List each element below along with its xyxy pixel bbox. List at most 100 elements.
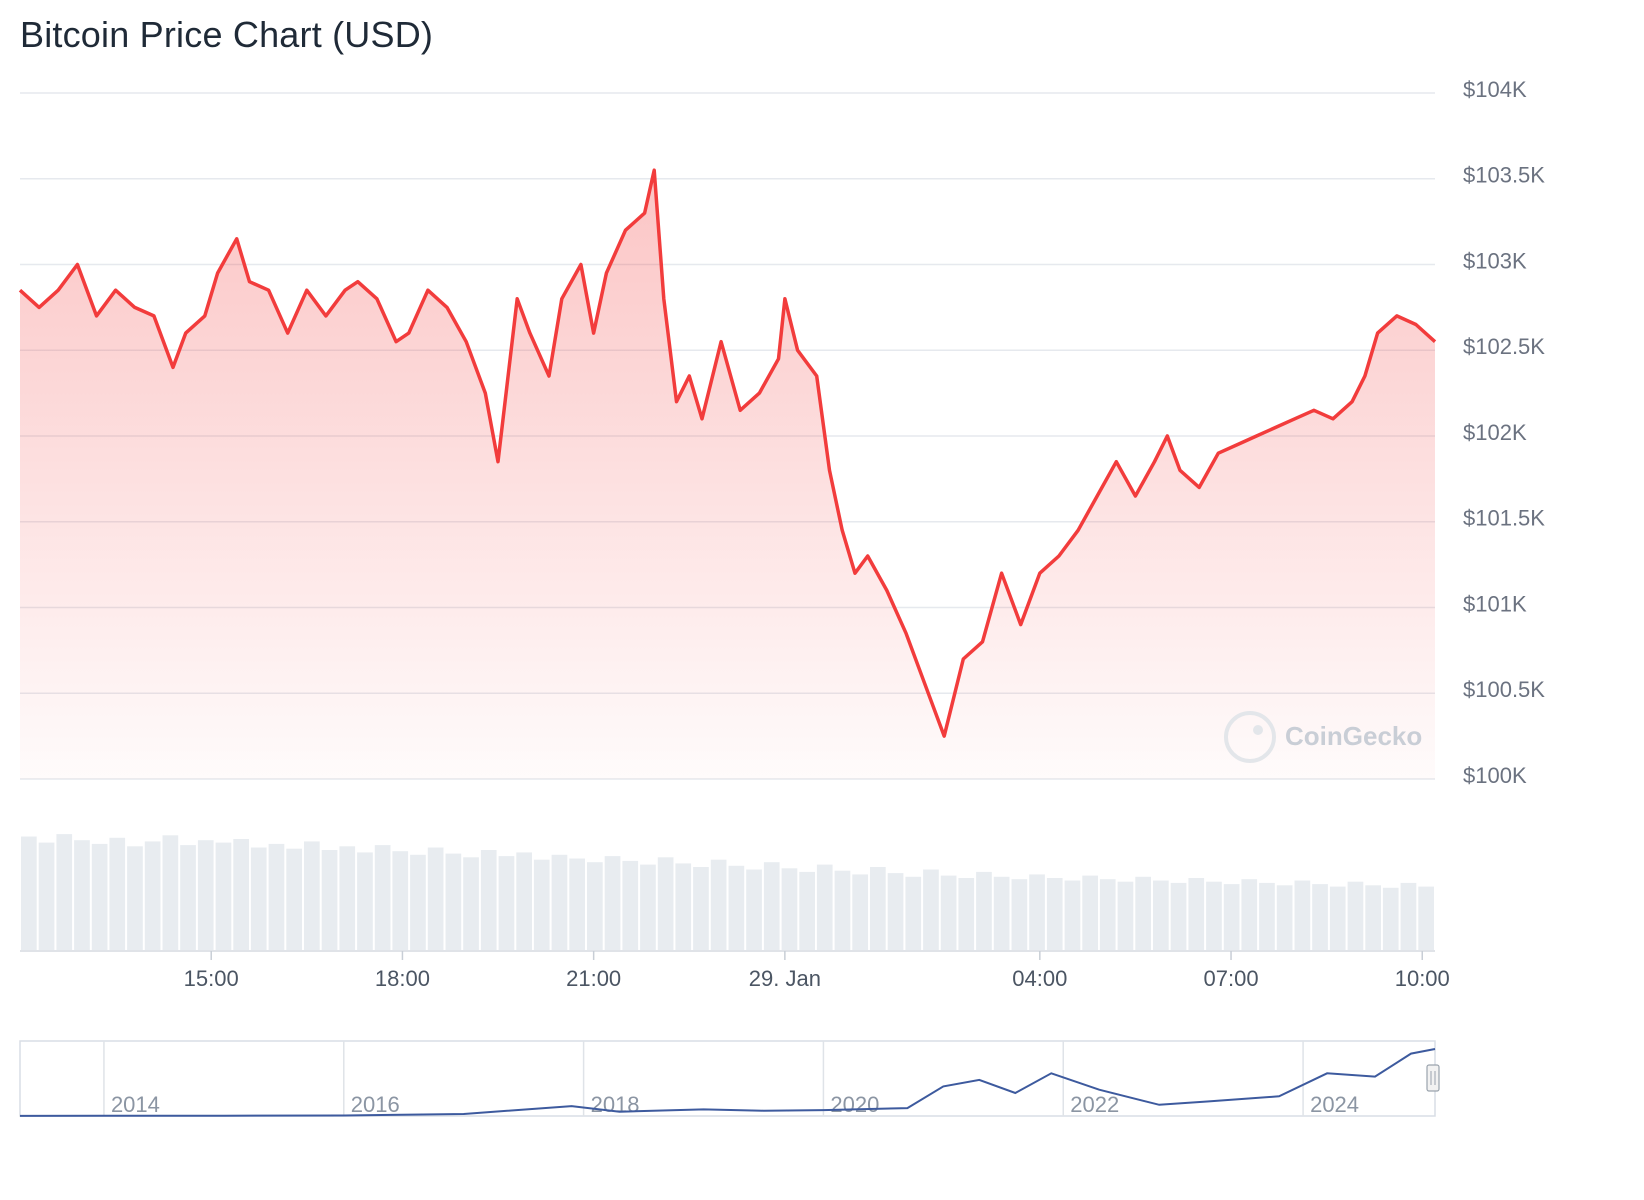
- y-tick-label: $101.5K: [1463, 506, 1545, 531]
- navigator-year-label: 2018: [591, 1092, 640, 1117]
- volume-bar: [763, 862, 780, 950]
- gecko-logo-icon: [1224, 711, 1276, 763]
- volume-bar: [286, 848, 302, 950]
- volume-bar: [657, 857, 674, 950]
- navigator-year-label: 2016: [351, 1092, 400, 1117]
- volume-bar: [1241, 879, 1258, 950]
- navigator-handle[interactable]: [1426, 1064, 1440, 1092]
- volume-bar: [74, 840, 90, 950]
- y-tick-label: $100K: [1463, 763, 1527, 788]
- volume-bar: [1046, 878, 1063, 950]
- navigator-year-label: 2014: [111, 1092, 160, 1117]
- y-tick-label: $103.5K: [1463, 163, 1545, 188]
- volume-bar: [357, 852, 373, 950]
- volume-bar: [781, 868, 798, 950]
- volume-bar: [463, 857, 479, 950]
- volume-bar: [197, 840, 214, 950]
- volume-bar: [38, 842, 55, 950]
- volume-bar: [392, 851, 409, 950]
- volume-bar: [675, 863, 692, 950]
- volume-bar: [746, 869, 762, 950]
- volume-bar: [321, 850, 338, 950]
- volume-bar: [127, 846, 143, 950]
- y-tick-label: $102K: [1463, 420, 1527, 445]
- volume-bar: [498, 856, 515, 950]
- watermark-text: CoinGecko: [1285, 721, 1422, 751]
- price-area-fill: [20, 170, 1435, 779]
- volume-bar: [1153, 880, 1169, 950]
- navigator-year-label: 2020: [830, 1092, 879, 1117]
- y-tick-label: $100.5K: [1463, 677, 1545, 702]
- x-tick-label: 29. Jan: [749, 966, 821, 991]
- volume-bar: [587, 862, 603, 950]
- volume-bar: [1259, 882, 1275, 950]
- volume-bar: [91, 843, 108, 950]
- volume-bar: [870, 867, 886, 950]
- volume-bar: [109, 837, 126, 950]
- volume-bar: [162, 835, 179, 950]
- x-tick-label: 15:00: [184, 966, 239, 991]
- x-tick-label: 18:00: [375, 966, 430, 991]
- price-line[interactable]: [18, 168, 1437, 738]
- volume-bar: [1099, 879, 1116, 950]
- volume-bar: [1365, 885, 1381, 950]
- volume-bar: [1329, 886, 1346, 950]
- volume-bar: [533, 859, 550, 950]
- volume-bar: [1082, 875, 1098, 950]
- chart-title: Bitcoin Price Chart (USD): [20, 14, 434, 55]
- volume-bar: [144, 841, 161, 950]
- x-tick-label: 07:00: [1204, 966, 1259, 991]
- volume-bar: [21, 836, 37, 950]
- volume-bar: [410, 854, 426, 950]
- volume-bar: [250, 847, 267, 950]
- volume-bar: [551, 854, 568, 950]
- volume-bar: [480, 850, 497, 950]
- volume-bar: [940, 875, 957, 950]
- x-tick-label: 10:00: [1395, 966, 1450, 991]
- volume-bar: [622, 860, 639, 950]
- volume-bar: [1206, 881, 1222, 950]
- volume-bar: [728, 865, 745, 950]
- volume-bar: [304, 841, 320, 950]
- volume-bar: [993, 876, 1010, 950]
- navigator-frame[interactable]: [19, 1040, 1436, 1117]
- volume-bar: [1294, 880, 1311, 950]
- volume-bar: [56, 834, 73, 950]
- gecko-eye-icon: [1253, 725, 1263, 735]
- volume-bar: [215, 842, 232, 950]
- volume-bar: [1188, 878, 1205, 950]
- volume-bar: [958, 878, 975, 950]
- volume-bar: [905, 876, 922, 950]
- volume-bar: [427, 847, 444, 950]
- volume-bar: [268, 843, 285, 950]
- volume-bar: [852, 874, 868, 950]
- navigator-year-label: 2022: [1070, 1092, 1119, 1117]
- coingecko-watermark: CoinGecko: [1224, 711, 1422, 763]
- volume-bar: [1011, 879, 1028, 950]
- y-tick-label: $103K: [1463, 248, 1527, 273]
- volume-bar: [180, 845, 196, 950]
- navigator-series: [19, 1048, 1436, 1117]
- volume-bar: [693, 867, 709, 950]
- volume-bar: [1418, 886, 1434, 950]
- volume-bar: [516, 852, 532, 950]
- volume-bar: [1170, 882, 1187, 950]
- volume-bar: [799, 871, 815, 950]
- volume-bar: [1117, 881, 1134, 950]
- navigator-year-label: 2024: [1310, 1092, 1359, 1117]
- volume-bar: [640, 864, 656, 950]
- volume-bar: [233, 839, 249, 950]
- x-tick-label: 04:00: [1012, 966, 1067, 991]
- volume-bar: [1347, 881, 1364, 950]
- volume-bar: [834, 870, 851, 950]
- volume-bar: [1276, 885, 1293, 950]
- volume-bar: [1400, 882, 1417, 950]
- volume-bar: [604, 856, 621, 950]
- volume-bar: [887, 873, 904, 950]
- volume-bar: [923, 869, 939, 950]
- volume-bar: [1223, 884, 1240, 950]
- volume-bar: [445, 853, 462, 950]
- volume-bar: [816, 864, 833, 950]
